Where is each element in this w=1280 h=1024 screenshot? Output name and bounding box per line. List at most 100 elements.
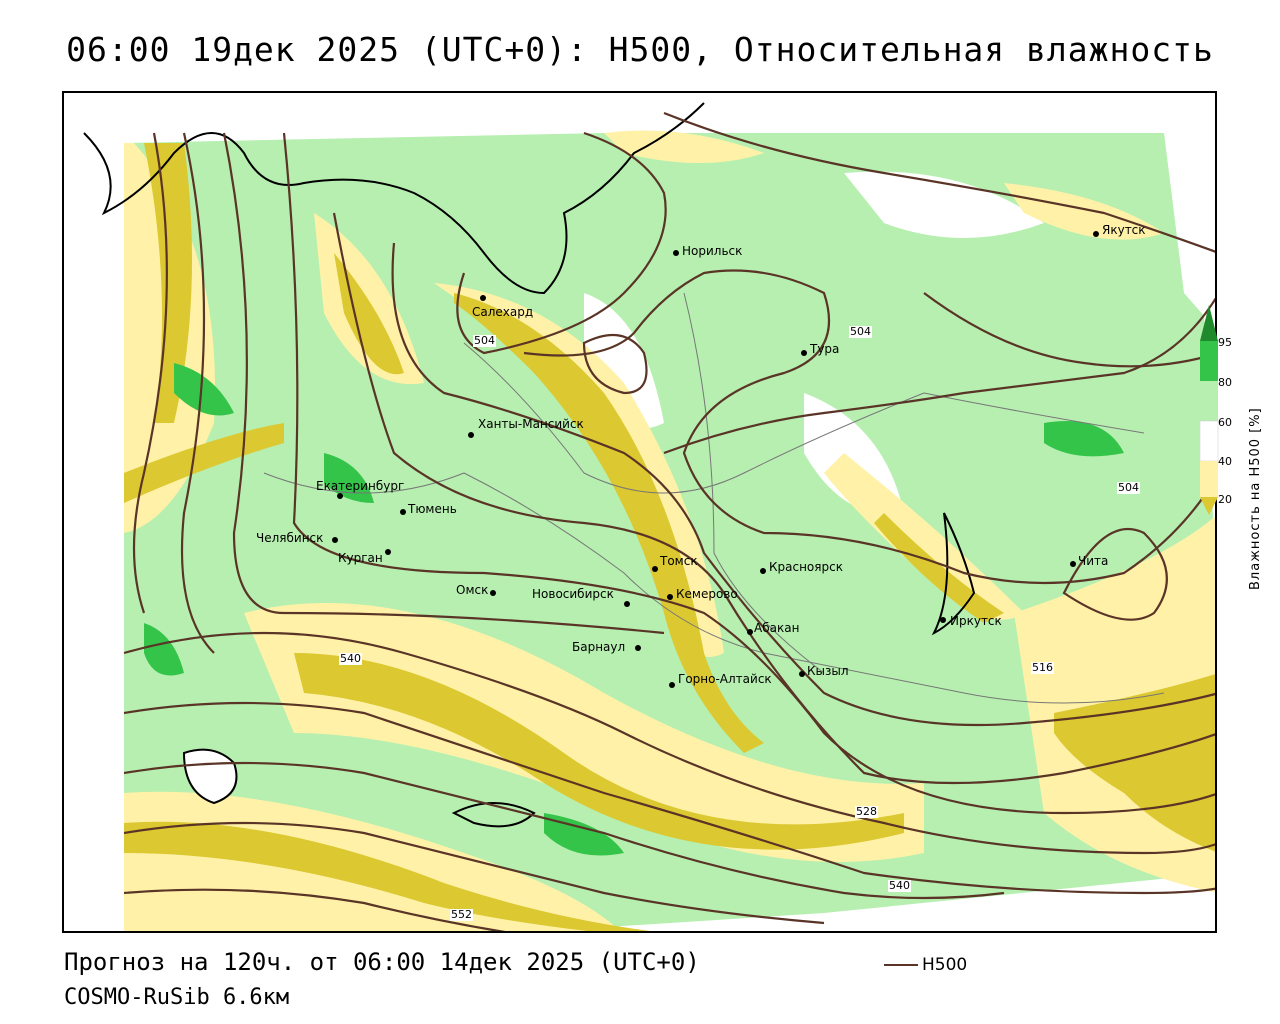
city-dot-tyumen <box>400 509 406 515</box>
h500-contour <box>282 132 1215 815</box>
humidity-very-dry-area <box>454 293 764 753</box>
coastline <box>931 512 976 636</box>
humidity-dry-area <box>604 130 764 163</box>
forecast-info: Прогноз на 120ч. от 06:00 14дек 2025 (UT… <box>64 948 700 976</box>
city-label-chita: Чита <box>1078 554 1109 568</box>
city-dot-abakan <box>747 629 753 635</box>
h500-contour <box>523 269 1215 585</box>
city-dot-chelyabinsk <box>332 537 338 543</box>
city-dot-salekhard <box>480 295 486 301</box>
city-label-gorno-altaysk: Горно-Алтайск <box>678 672 772 686</box>
humidity-wet-area <box>1044 421 1124 457</box>
h500-contour <box>663 297 1215 455</box>
humidity-wet-area <box>324 453 374 503</box>
contour-label: 552 <box>450 908 473 921</box>
city-dot-tura <box>801 350 807 356</box>
city-label-tomsk: Томск <box>660 554 698 568</box>
city-dot-kyzyl <box>799 671 805 677</box>
humidity-gap <box>64 93 124 931</box>
humidity-dry-area <box>244 603 924 862</box>
contour-label: 504 <box>473 334 496 347</box>
city-dot-kemerovo <box>667 594 673 600</box>
model-name: COSMO-RuSib 6.6км <box>64 985 290 1010</box>
humidity-very-dry-area <box>294 653 904 850</box>
legend-tick-60: 60 <box>1218 416 1232 429</box>
city-dot-yakutsk <box>1093 231 1099 237</box>
city-label-irkutsk: Иркутск <box>950 614 1002 628</box>
contour-label: 528 <box>855 805 878 818</box>
legend-tick-95: 95 <box>1218 336 1232 349</box>
city-label-tura: Тура <box>810 342 840 356</box>
humidity-gap <box>64 93 1215 133</box>
h500-contour <box>391 242 1215 727</box>
city-dot-tomsk <box>652 566 658 572</box>
region-border <box>683 292 825 674</box>
city-label-salekhard: Салехард <box>472 305 534 319</box>
h500-contour <box>663 111 1215 253</box>
h500-contour <box>456 131 667 355</box>
contour-label: 540 <box>888 879 911 892</box>
h500-contour <box>123 821 825 925</box>
city-dot-khanty-mansiysk <box>468 432 474 438</box>
contour-label: 540 <box>339 652 362 665</box>
city-label-chelyabinsk: Челябинск <box>256 531 324 545</box>
city-dot-yekaterinburg <box>337 493 343 499</box>
city-label-kurgan: Курган <box>338 551 383 565</box>
contour-label: 516 <box>1031 661 1054 674</box>
h500-contour <box>123 761 1005 900</box>
legend-tick-40: 40 <box>1218 455 1232 468</box>
city-dot-irkutsk <box>940 617 946 623</box>
humidity-very-dry-area <box>1054 674 1215 852</box>
h500-series-key: H500 <box>884 955 967 975</box>
city-label-tyumen: Тюмень <box>408 502 457 516</box>
coastline <box>83 102 705 295</box>
city-dot-norilsk <box>673 250 679 256</box>
h500-contour <box>180 132 215 654</box>
city-label-krasnoyarsk: Красноярск <box>769 560 843 574</box>
h500-contour <box>582 333 648 395</box>
humidity-field <box>64 93 1215 931</box>
contour-label: 504 <box>849 325 872 338</box>
city-dot-kurgan <box>385 549 391 555</box>
h500-line-swatch <box>884 964 918 966</box>
map-title: 06:00 19дек 2025 (UTC+0): H500, Относите… <box>66 30 1214 69</box>
h500-contour <box>123 631 1215 855</box>
city-label-yakutsk: Якутск <box>1102 223 1146 237</box>
city-label-abakan: Абакан <box>754 621 800 635</box>
h500-contour <box>1062 528 1168 621</box>
city-label-kemerovo: Кемерово <box>676 587 738 601</box>
city-dot-chita <box>1070 561 1076 567</box>
h500-contour <box>923 292 1215 368</box>
humidity-wet-area <box>144 623 184 676</box>
humidity-very-dry-area <box>334 253 404 375</box>
humidity-gap <box>844 171 1044 238</box>
city-dot-novosibirsk <box>624 601 630 607</box>
city-label-novosibirsk: Новосибирск <box>532 587 614 601</box>
region-border <box>263 472 1165 704</box>
humidity-very-dry-area <box>124 821 650 931</box>
h500-contour <box>123 888 506 931</box>
humidity-dry-area <box>1004 183 1164 240</box>
city-label-kyzyl: Кызыл <box>807 664 849 678</box>
humidity-wet-area <box>174 363 234 416</box>
h500-contour <box>222 132 665 635</box>
city-dot-omsk <box>490 590 496 596</box>
city-label-yekaterinburg: Екатеринбург <box>316 479 405 493</box>
humidity-legend: 95 80 60 40 20 <box>1198 305 1258 605</box>
h500-contour <box>123 701 1215 895</box>
h500-contour <box>332 212 1215 785</box>
contour-label: 504 <box>1117 481 1140 494</box>
city-dot-barnaul <box>635 645 641 651</box>
legend-tick-20: 20 <box>1218 493 1232 506</box>
humidity-dry-area <box>824 453 1024 620</box>
humidity-very-dry-area <box>144 143 192 423</box>
h500-contour <box>132 132 168 614</box>
region-border <box>463 342 1145 494</box>
legend-tick-80: 80 <box>1218 376 1232 389</box>
h500-series-label: H500 <box>922 955 968 975</box>
legend-title: Влажность на H500 [%] <box>1248 407 1263 590</box>
city-dot-krasnoyarsk <box>760 568 766 574</box>
coastline <box>451 802 536 828</box>
legend-color-bar <box>1200 305 1219 515</box>
humidity-gap <box>1164 133 1215 329</box>
